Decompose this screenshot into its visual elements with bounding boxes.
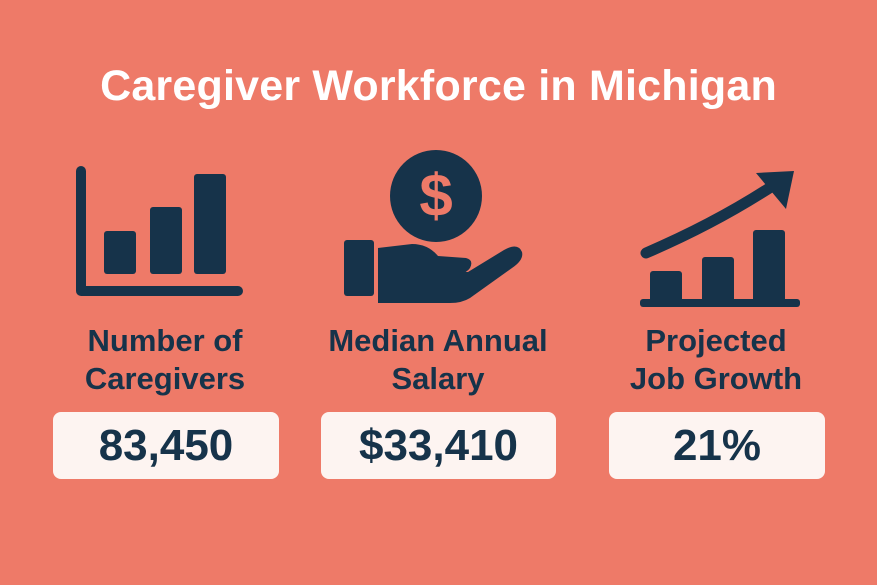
page-title: Caregiver Workforce in Michigan	[100, 62, 777, 110]
stat-value: 21%	[609, 412, 825, 479]
stat-value: 83,450	[53, 412, 279, 479]
svg-text:$: $	[419, 162, 452, 229]
bar-chart-icon	[74, 165, 246, 300]
hand-dollar-coin-icon: $	[340, 148, 525, 308]
stat-label: Projected Job Growth	[629, 323, 803, 396]
growth-chart-arrow-icon	[636, 165, 806, 310]
stat-label: Number of Caregivers	[84, 323, 246, 396]
stat-label: Median Annual Salary	[328, 323, 548, 396]
stat-value: $33,410	[321, 412, 556, 479]
